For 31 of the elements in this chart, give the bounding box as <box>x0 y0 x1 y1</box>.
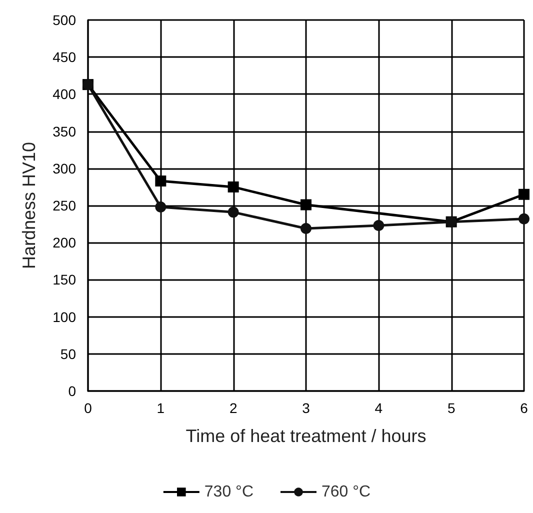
y-tick-label: 400 <box>52 86 76 102</box>
y-tick-label: 250 <box>52 198 76 214</box>
x-tick-label: 3 <box>302 400 310 416</box>
y-tick-label: 300 <box>52 160 76 176</box>
y-axis-title: Hardness HV10 <box>19 142 39 270</box>
point <box>228 181 239 192</box>
point <box>373 220 384 232</box>
point <box>155 201 166 212</box>
x-tick-label: 6 <box>520 400 528 416</box>
y-tick-label: 450 <box>52 49 76 66</box>
point <box>518 188 530 200</box>
point <box>228 206 239 218</box>
x-tick-label: 4 <box>374 400 383 416</box>
point <box>300 199 312 210</box>
y-tick-label: 350 <box>52 123 76 140</box>
y-tick-label: 0 <box>68 383 76 399</box>
point <box>518 213 530 224</box>
x-axis-title: Time of heat treatment / hours <box>186 426 426 446</box>
y-tick-label: 50 <box>60 346 76 362</box>
y-tick-label: 200 <box>52 234 76 251</box>
y-tick-label: 100 <box>52 308 76 325</box>
x-tick-label: 1 <box>156 400 165 416</box>
legend-label: 730 °C <box>204 484 254 500</box>
x-tick-label: 5 <box>447 400 456 416</box>
y-tick-label: 150 <box>52 272 76 288</box>
y-tick-label: 500 <box>52 12 76 28</box>
x-tick-label: 0 <box>84 400 92 416</box>
point <box>300 223 312 234</box>
legend-label: 760 °C <box>322 484 371 500</box>
point <box>155 176 166 187</box>
x-tick-label: 2 <box>229 400 238 416</box>
